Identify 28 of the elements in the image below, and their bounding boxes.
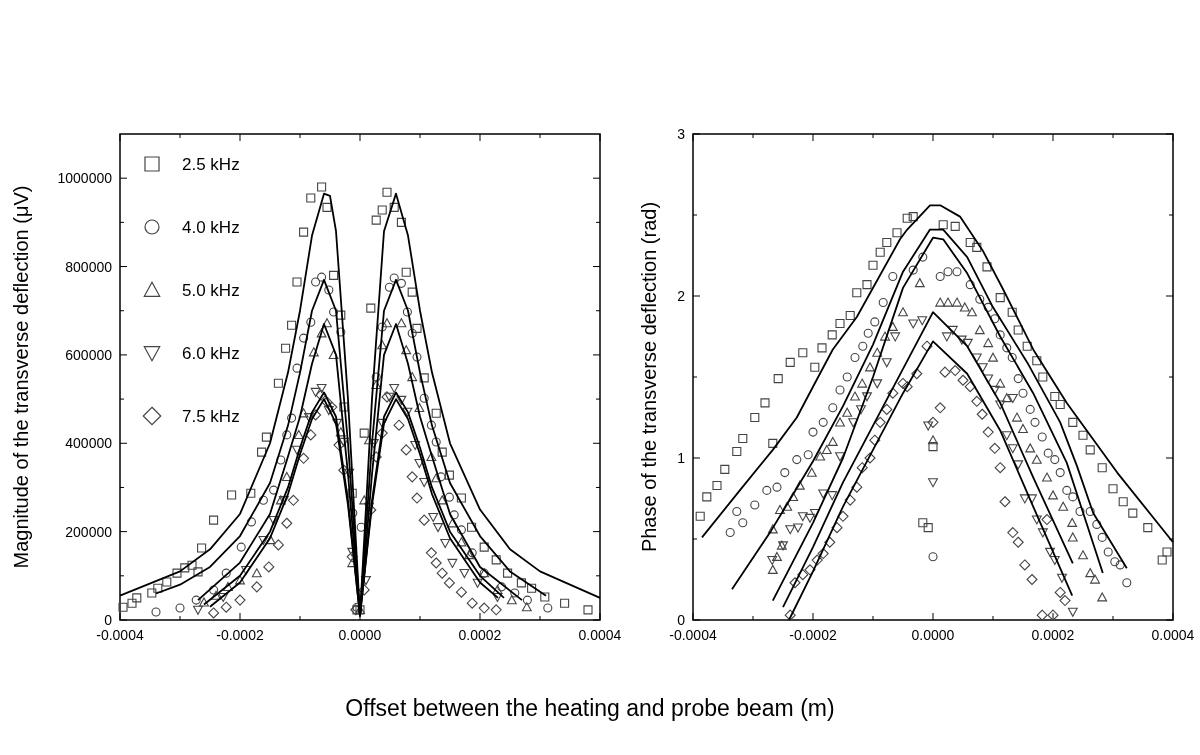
y-tick-label: 200000 xyxy=(65,523,113,540)
legend-label: 7.5 kHz xyxy=(182,407,240,426)
x-tick-label: -0.0002 xyxy=(216,627,264,643)
x-axis-title: Offset between the heating and probe beam (m) xyxy=(345,695,835,721)
y-tick-label: 400000 xyxy=(65,435,113,452)
y-tick-label: 3 xyxy=(677,126,686,142)
x-tick-label: -0.0004 xyxy=(96,627,144,643)
y-tick-label: 0 xyxy=(104,612,113,628)
y-tick-label: 0 xyxy=(677,612,686,628)
x-tick-label: 0.0000 xyxy=(338,627,382,643)
x-tick-label: 0.0004 xyxy=(1151,627,1195,643)
x-tick-label: 0.0002 xyxy=(458,627,502,643)
y-tick-label: 600000 xyxy=(65,346,113,363)
x-tick-label: -0.0002 xyxy=(789,627,837,643)
y-tick-label: 800000 xyxy=(65,258,113,275)
y-tick-label: 2 xyxy=(677,288,686,304)
y-axis-title: Magnitude of the transverse deflection (μV) xyxy=(10,185,32,569)
legend-label: 5.0 kHz xyxy=(182,281,240,300)
y-tick-label: 1 xyxy=(677,450,686,466)
legend-label: 6.0 kHz xyxy=(182,344,240,363)
x-tick-label: 0.0000 xyxy=(911,627,955,643)
x-tick-label: 0.0002 xyxy=(1031,627,1075,643)
legend-label: 4.0 kHz xyxy=(182,218,240,237)
legend-label: 2.5 kHz xyxy=(182,155,240,174)
y-tick-label: 1000000 xyxy=(57,170,113,187)
x-tick-label: -0.0004 xyxy=(669,627,717,643)
x-tick-label: 0.0004 xyxy=(578,627,622,643)
y-axis-title: Phase of the transverse deflection (rad) xyxy=(638,201,660,553)
